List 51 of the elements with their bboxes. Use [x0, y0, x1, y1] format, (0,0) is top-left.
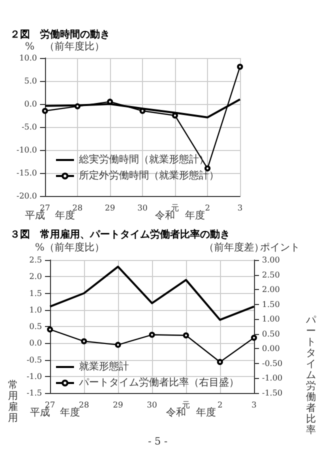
x-tick-label: 2: [217, 400, 223, 410]
y2-tick-label: 3.00: [262, 256, 280, 264]
y2-tick-label: -1.00: [262, 374, 283, 383]
text: %（前年度比）: [35, 242, 105, 254]
y2-tick-label: 0.50: [262, 329, 280, 338]
legend-label: 所定外労働時間（就業形態計）: [79, 170, 219, 182]
x-tick-label: 元: [171, 204, 179, 212]
x-tick-label: 2: [204, 204, 210, 212]
x-tick-label: 29: [112, 400, 124, 410]
text: 平成 年度: [25, 210, 75, 222]
text: パートタイム労働者比率: [306, 315, 316, 436]
y2-tick-label: 2.00: [262, 285, 280, 294]
y-tick-label: 1.0: [29, 305, 42, 314]
y-tick-label: 1.5: [29, 288, 42, 298]
y-tick-label: -1.0: [26, 372, 42, 381]
y-axis-title: 常用雇用: [8, 379, 18, 424]
y2-tick-label: 1.00: [262, 314, 280, 324]
text: - 5 -: [148, 436, 168, 448]
y-tick-label: 2.5: [29, 256, 42, 264]
y-tick-label: -10.0: [16, 146, 37, 154]
chart-title: ３図 常用雇用、パートタイム労働者比率の動き: [10, 228, 230, 240]
x-tick-label: 3: [251, 400, 257, 410]
x-tick-label: 30: [137, 204, 148, 212]
y-tick-label: 0.0: [24, 100, 37, 108]
y-tick-label: 0.5: [29, 322, 42, 331]
y-tick-label: -0.5: [26, 355, 42, 364]
legend-label: 総実労働時間（就業形態計）: [78, 154, 209, 166]
x-tick-label: 29: [104, 204, 116, 212]
x-tick-label: 28: [72, 204, 83, 212]
y-tick-label: -1.5: [26, 388, 42, 398]
x-tick-label: 3: [237, 204, 243, 212]
y-tick-label: 5.0: [24, 76, 37, 86]
text: 平成 年度: [30, 406, 80, 418]
y2-tick-label: -0.50: [262, 358, 283, 368]
x-tick-label: 元: [182, 400, 190, 410]
x-tick-label: 30: [146, 400, 158, 410]
legend-label: 就業形態計: [79, 360, 129, 372]
y2-tick-label: 0.00: [262, 344, 280, 354]
y-tick-label: -5.0: [22, 122, 37, 132]
y-tick-label: -20.0: [16, 192, 37, 200]
y-tick-label: 0.0: [29, 338, 42, 348]
y2-tick-label: 2.50: [262, 270, 280, 280]
y-axis-title: % （前年度比）: [25, 40, 105, 52]
y2-tick-label: -1.50: [262, 388, 283, 398]
chart-title: ２図 労働時間の動き: [10, 28, 110, 40]
y-tick-label: 10.0: [19, 54, 37, 62]
legend-label: パートタイム労働者比率（右目盛）: [78, 376, 239, 388]
y2-tick-label: 1.50: [262, 300, 280, 309]
y-tick-label: -15.0: [16, 168, 37, 178]
y-tick-label: 2.0: [29, 272, 42, 282]
x-tick-label: 28: [78, 400, 90, 410]
